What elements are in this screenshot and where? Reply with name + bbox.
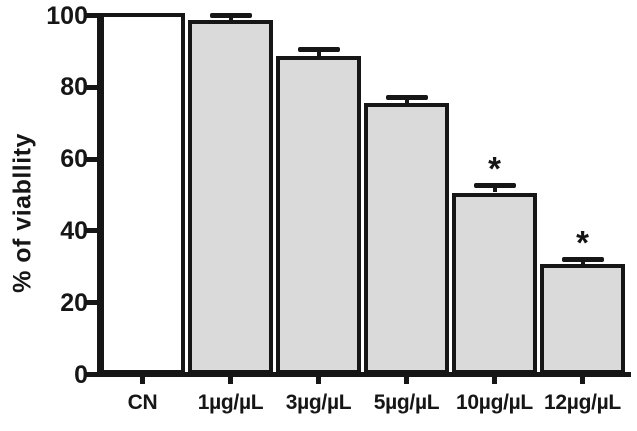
x-category-label: 3µg/µL [285,391,352,414]
y-axis-tick [84,300,97,306]
x-axis-line [97,372,631,377]
x-category-label: 10µg/µL [456,391,533,414]
x-axis-tick [580,377,585,384]
y-tick-label: 80 [60,73,88,102]
x-axis-tick [140,377,145,384]
x-category-label: 5µg/µL [373,391,440,414]
x-category-label: 1µg/µL [197,391,264,414]
y-axis-tick [84,372,97,377]
y-tick-label: 100 [46,1,88,30]
x-axis-tick [228,377,233,384]
bar-3µg/µL [276,56,361,374]
error-bar-cap [561,256,604,262]
x-category-label: 12µg/µL [544,391,621,414]
y-tick-label: 60 [60,145,88,174]
y-axis-tick [84,13,97,18]
x-axis-tick [492,377,497,384]
bar-12µg/µL [540,264,625,374]
y-axis-tick [84,84,97,90]
error-bar-stem [404,97,409,103]
bar-CN [100,13,185,374]
bar-1µg/µL [188,20,273,374]
significance-asterisk: * [576,223,589,261]
error-bar-cap [473,183,516,189]
bar-5µg/µL [364,102,449,374]
error-bar-cap [385,95,428,101]
x-axis-tick [316,377,321,384]
error-bar-cap [209,12,252,18]
y-tick-label: 40 [60,216,88,245]
significance-asterisk: * [488,150,501,188]
x-axis-tick [404,377,409,384]
y-axis-tick [84,156,97,162]
x-category-label: CN [127,391,158,414]
y-tick-label: 20 [60,288,88,317]
error-bar-stem [492,185,497,193]
bar-10µg/µL [452,192,537,374]
y-axis-tick [84,228,97,234]
error-bar-stem [316,48,321,57]
error-bar-cap [297,46,340,52]
y-tick-label: 0 [74,360,88,389]
